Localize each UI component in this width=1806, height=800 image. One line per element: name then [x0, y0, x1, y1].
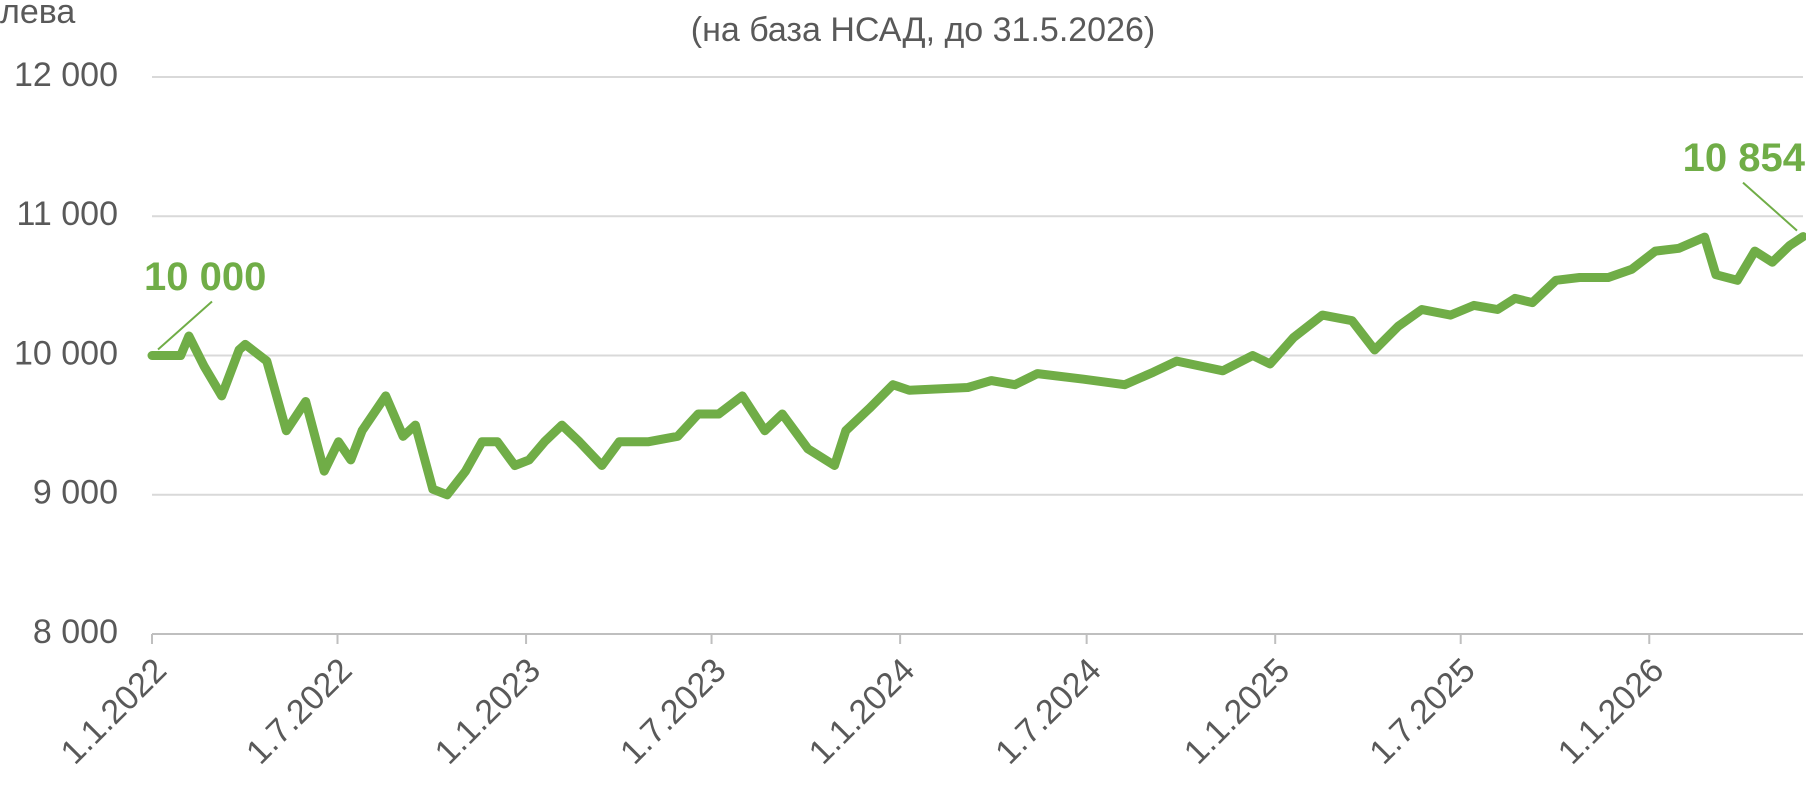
y-tick-label: 12 000	[14, 56, 118, 94]
y-tick-label: 11 000	[17, 195, 118, 233]
x-tick-label: 1.1.2023	[428, 651, 548, 771]
leader-line	[157, 300, 213, 351]
x-tick-label: 1.1.2022	[54, 651, 174, 771]
x-tick-label: 1.1.2026	[1551, 651, 1671, 771]
x-tick-label: 1.7.2022	[239, 651, 359, 771]
y-tick-label: 10 000	[14, 334, 118, 372]
data-line	[147, 232, 1806, 500]
x-tick-label: 1.7.2025	[1362, 651, 1482, 771]
data-label: 10 854	[1683, 136, 1806, 180]
leader-line	[1742, 181, 1798, 232]
x-tick-label: 1.1.2024	[802, 651, 922, 771]
x-tick-label: 1.7.2024	[988, 651, 1108, 771]
data-label: 10 000	[144, 255, 266, 299]
chart-subtitle: (на база НСАД, до 31.5.2026)	[691, 11, 1155, 49]
y-tick-label: 8 000	[33, 613, 118, 651]
x-tick-label: 1.7.2023	[613, 651, 733, 771]
y-axis-label: лева	[0, 0, 75, 31]
y-tick-label: 9 000	[33, 474, 118, 512]
x-tick-label: 1.1.2025	[1177, 651, 1297, 771]
